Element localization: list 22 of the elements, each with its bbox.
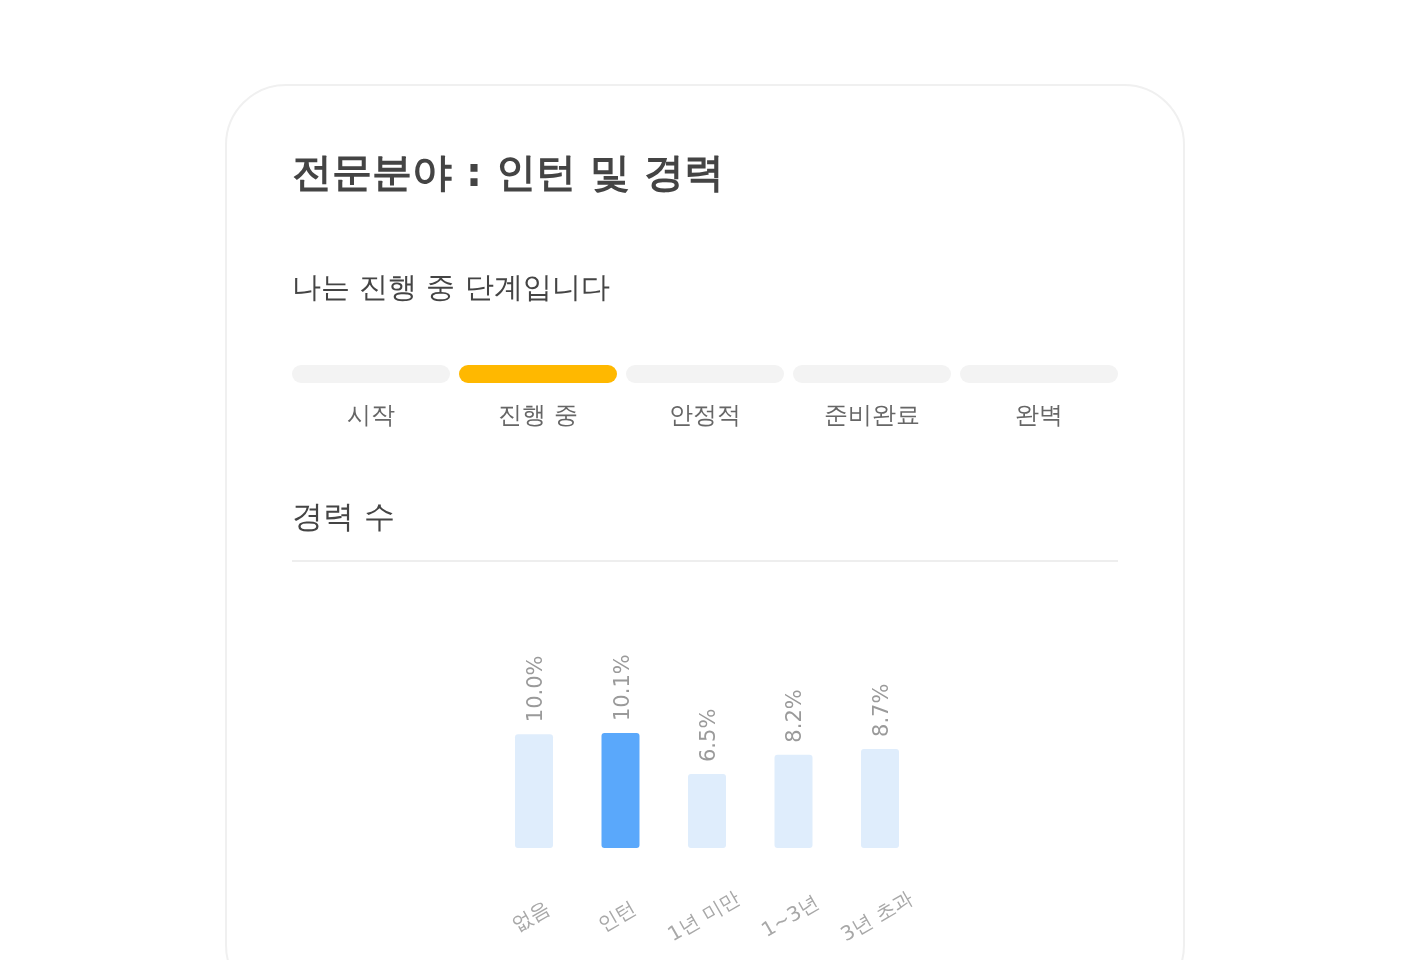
- data-label: 8.7%: [869, 683, 893, 737]
- data-label: 8.2%: [782, 689, 807, 743]
- x-tick-label: 없음: [507, 895, 554, 937]
- x-tick-label: 3년 초과: [836, 885, 917, 947]
- category-label: 시작: [347, 401, 395, 429]
- x-tick-label: 1년 미만: [663, 885, 744, 947]
- text: 나는 진행 중 단계입니다: [292, 270, 610, 304]
- category-label: 준비완료: [824, 401, 920, 429]
- data-label: 10.0%: [523, 655, 547, 723]
- chart-title: 경력 수: [292, 498, 395, 534]
- bar: [601, 733, 640, 848]
- category-label: 완벽: [1015, 401, 1063, 429]
- data-label: 6.5%: [696, 708, 720, 762]
- category-label: 진행 중: [498, 401, 578, 429]
- bar: [774, 754, 813, 848]
- category-label: 안정적: [669, 401, 741, 429]
- text: 전문분야 : 인턴 및 경력: [292, 149, 724, 195]
- x-tick-label: 인턴: [593, 895, 641, 937]
- bar: [515, 734, 553, 848]
- bar: [861, 748, 899, 848]
- data-label: 10.1%: [609, 654, 634, 721]
- bar: [688, 773, 726, 848]
